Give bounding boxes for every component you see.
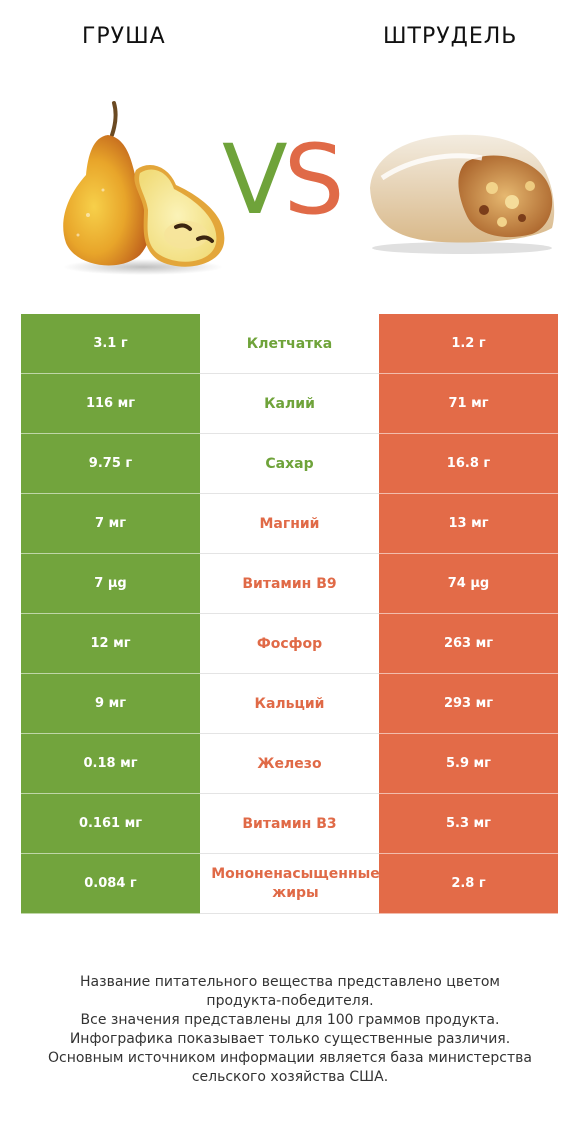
right-value-cell: 293 мг [379,674,558,734]
nutrient-name-cell: Витамин B9 [242,575,337,592]
right-value-cell: 5.3 мг [379,794,558,854]
footer-line: Основным источником информации является … [48,1050,532,1066]
versus-label: VS [222,130,357,230]
table-row: 12 мг Фосфор 263 мг [21,614,558,674]
table-row: 0.18 мг Железо 5.9 мг [21,734,558,794]
vs-letter-v: V [222,124,288,236]
nutrient-name-cell: Железо [257,755,322,772]
right-value-cell: 5.9 мг [379,734,558,794]
footer-line: Все значения представлены для 100 граммо… [80,1012,500,1028]
left-value-cell: 12 мг [21,614,200,674]
left-value-cell: 3.1 г [21,314,200,374]
comparison-table: 3.1 г Клетчатка 1.2 г 116 мг Калий 71 мг 9.75 … [21,314,558,914]
right-value-cell: 2.8 г [379,854,558,914]
footer-line: Название питательного вещества представл… [80,974,500,990]
left-product-title: ГРУША [82,24,166,49]
nutrient-name-cell: Магний [259,515,320,532]
table-row: 9 мг Кальций 293 мг [21,674,558,734]
footer-line: сельского хозяйства США. [191,1069,389,1085]
footer-line: Инфографика показывает только существенн… [69,1031,511,1047]
left-value-cell: 0.18 мг [21,734,200,794]
left-value-cell: 9.75 г [21,434,200,494]
footer-notes: Название питательного вещества представл… [0,973,580,1087]
table-row: 7 µg Витамин B9 74 µg [21,554,558,614]
right-value-cell: 1.2 г [379,314,558,374]
left-value-cell: 9 мг [21,674,200,734]
footer-line: продукта-победителя. [206,993,374,1009]
right-value-cell: 16.8 г [379,434,558,494]
table-row: 116 мг Калий 71 мг [21,374,558,434]
right-value-cell: 71 мг [379,374,558,434]
nutrient-name-cell: Клетчатка [246,335,333,352]
right-value-cell: 13 мг [379,494,558,554]
right-value-cell: 74 µg [379,554,558,614]
right-product-title: ШТРУДЕЛЬ [383,24,518,49]
table-row: 0.084 г Мононенасыщенные жиры 2.8 г [21,854,558,914]
left-value-cell: 116 мг [21,374,200,434]
strudel-image [370,134,555,254]
pear-image [63,101,225,275]
nutrient-name-cell: Калий [264,395,315,412]
left-value-cell: 7 мг [21,494,200,554]
left-value-cell: 0.161 мг [21,794,200,854]
nutrient-name-cell: Сахар [265,455,314,472]
vs-letter-s: S [283,124,345,236]
left-value-cell: 7 µg [21,554,200,614]
right-value-cell: 263 мг [379,614,558,674]
table-row: 7 мг Магний 13 мг [21,494,558,554]
nutrient-name-cell: Кальций [254,695,325,712]
nutrient-name-cell: Мононенасыщенные жиры [211,866,380,901]
nutrient-name-cell: Фосфор [256,635,323,652]
nutrient-name-cell: Витамин B3 [242,815,337,832]
left-value-cell: 0.084 г [21,854,200,914]
table-row: 3.1 г Клетчатка 1.2 г [21,314,558,374]
table-row: 9.75 г Сахар 16.8 г [21,434,558,494]
table-row: 0.161 мг Витамин B3 5.3 мг [21,794,558,854]
